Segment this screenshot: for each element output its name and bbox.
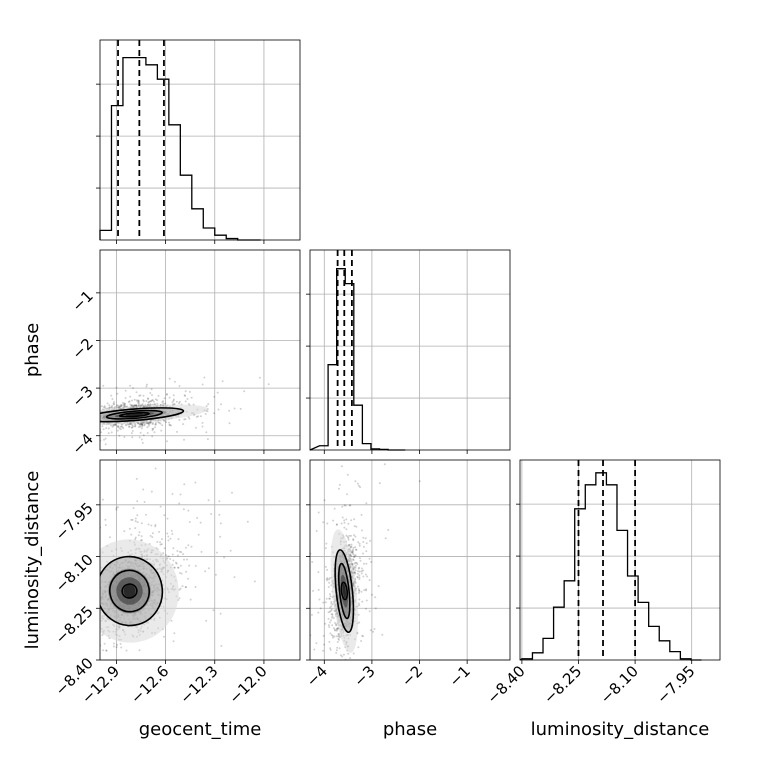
panel-2-xtick-label: −8.40 — [483, 662, 528, 707]
panel-3-ytick-label: −4 — [68, 430, 96, 458]
panel-2: −8.40 −8.25 −8.10 −7.95 luminosity_distance — [483, 459, 721, 740]
panel-4-contour-2 — [100, 555, 164, 627]
panel-2-frame — [519, 459, 721, 661]
panel-2-xlabel: luminosity_distance — [531, 719, 710, 740]
panel-4-xlabel: geocent_time — [139, 719, 262, 740]
panel-5-contour-2 — [334, 549, 355, 633]
panel-0-histogram-step — [99, 56, 261, 241]
panel-2-xtick-label: −8.25 — [540, 662, 585, 707]
panel-4-density — [100, 467, 256, 652]
panel-3-contour-1 — [105, 409, 164, 420]
panel-4-xtick-label: −12.3 — [176, 662, 221, 707]
panel-3-ytick-label: −2 — [68, 335, 96, 363]
panel-5-xtick-label: −4 — [303, 662, 331, 690]
panel-5-contour-0 — [340, 581, 349, 601]
panel-4-ylabel: luminosity_distance — [22, 471, 43, 650]
panel-5-xlabel: phase — [383, 719, 437, 740]
panel-3-contour-0 — [118, 411, 150, 418]
panel-5-frame — [309, 459, 511, 661]
panel-2-xtick-label: −8.10 — [597, 662, 642, 707]
panel-4-xtick-label: −12.6 — [127, 662, 172, 707]
panel-1-frame — [309, 249, 511, 451]
panel-2-xtick-label: −7.95 — [653, 662, 698, 707]
panel-3-contour-2 — [100, 407, 185, 423]
panel-4-contour-1 — [109, 569, 151, 613]
panel-5-xtick-label: −2 — [398, 662, 426, 690]
panel-1 — [306, 249, 511, 454]
panel-5: −4 −3 −2 −1 phase — [303, 459, 511, 740]
panel-4-ytick-label: −8.10 — [52, 551, 97, 596]
panel-5-xtick-label: −3 — [350, 662, 378, 690]
panel-1-histogram-step — [309, 268, 406, 451]
panel-0 — [96, 39, 301, 244]
panel-0-frame — [99, 39, 301, 241]
panel-2-histogram-step — [519, 472, 702, 661]
panel-4-ytick-label: −8.25 — [52, 602, 97, 647]
panel-3-ytick-label: −3 — [68, 382, 96, 410]
panel-4-ytick-label: −7.95 — [52, 499, 97, 544]
panel-5-xtick-label: −1 — [446, 662, 474, 690]
panel-4-contour-0 — [121, 583, 138, 599]
panel-5-contour-1 — [337, 562, 351, 620]
panel-3-ytick-label: −1 — [68, 287, 96, 315]
panel-5-density — [310, 463, 421, 660]
panel-3: −4 −3 −2 −1 phase — [22, 249, 301, 458]
panel-3-density — [100, 376, 270, 446]
panel-4-frame — [99, 459, 301, 661]
panel-3-ylabel: phase — [22, 323, 43, 377]
panel-3-frame — [99, 249, 301, 451]
panel-4-xtick-label: −12.0 — [226, 662, 271, 707]
